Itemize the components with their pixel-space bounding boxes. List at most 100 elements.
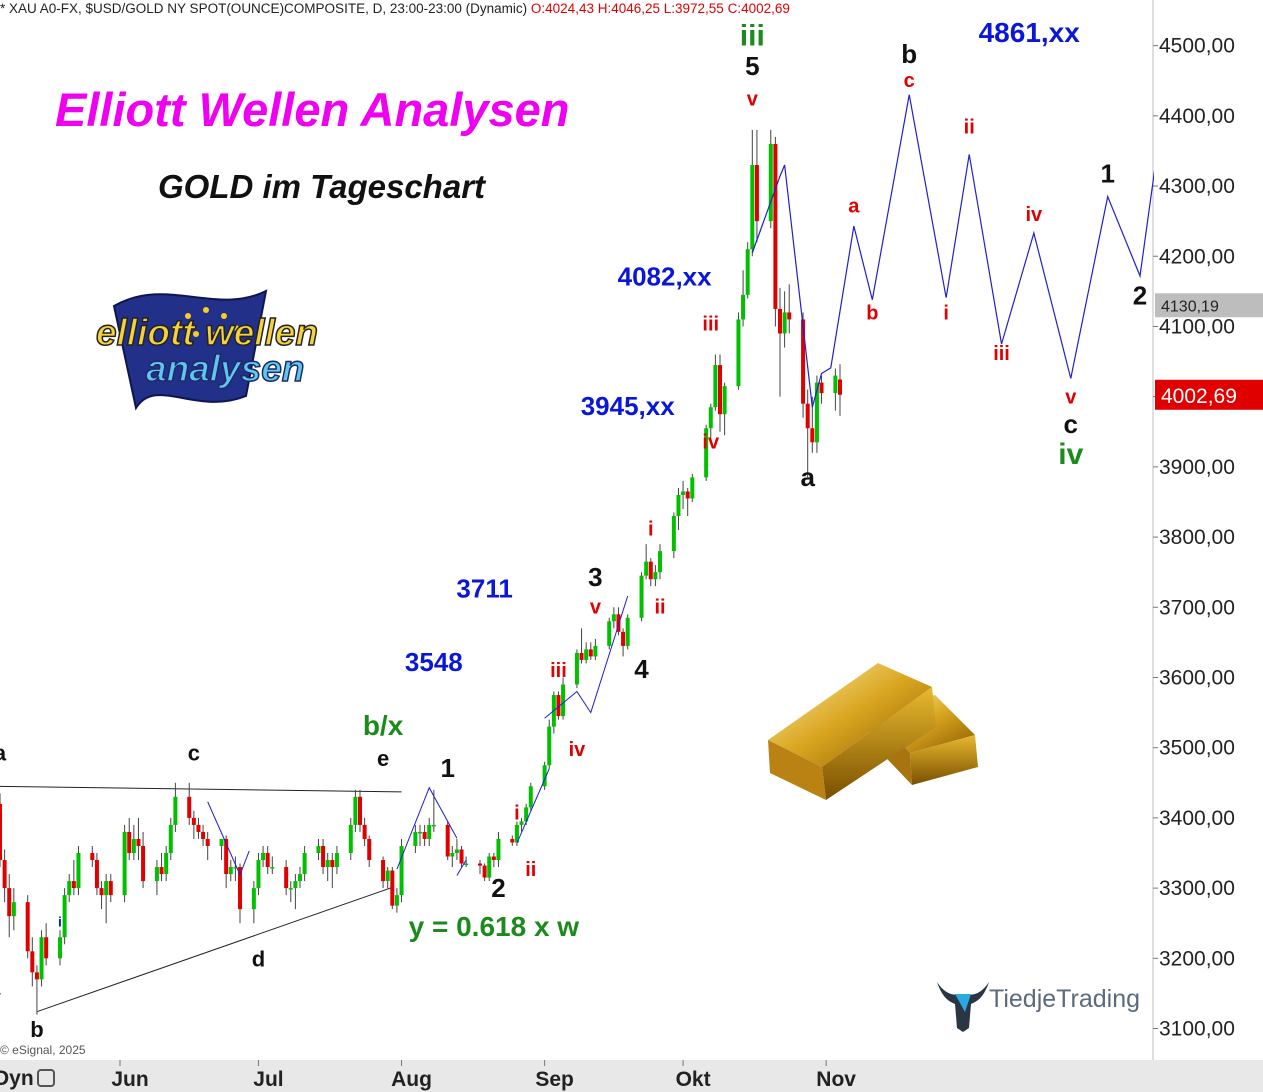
last-price-tag-red	[1155, 379, 1263, 410]
price-tick-label: 3200,00	[1159, 947, 1235, 970]
candle-body	[574, 652, 579, 685]
wave-label: ii	[525, 859, 536, 881]
wave-label: iv	[1026, 204, 1044, 226]
candle-body	[722, 386, 727, 415]
price-axis-band	[1154, 0, 1263, 1060]
candle-body	[385, 870, 390, 882]
wave-label: v	[747, 88, 759, 110]
candle-body	[745, 249, 750, 295]
wave-label: iv	[569, 739, 587, 761]
wave-label: a	[848, 196, 860, 218]
candle-body	[625, 617, 630, 646]
candle-body	[71, 881, 76, 889]
candle-body	[676, 494, 681, 517]
candle-body	[561, 684, 566, 717]
wave-label: 3945,xx	[581, 391, 676, 421]
last-price-tag-gray	[1155, 293, 1263, 318]
candle-body	[690, 477, 695, 499]
time-axis: Jun Jul Aug Sep Okt Nov Dyn	[0, 1060, 1263, 1092]
candle-body	[173, 796, 178, 825]
candle-body	[838, 379, 842, 395]
candle-body	[639, 575, 644, 618]
candle-body	[713, 365, 718, 408]
candle-body	[459, 849, 464, 864]
candle-body	[782, 312, 787, 334]
candle-body	[30, 951, 35, 973]
candlesticks	[0, 129, 842, 1015]
wave-line	[396, 786, 458, 870]
candle-body	[478, 863, 482, 866]
time-tick-label: Okt	[676, 1068, 711, 1091]
candle-body	[754, 164, 759, 222]
candle-body	[496, 838, 501, 861]
candle-body	[224, 838, 229, 875]
candle-body	[127, 831, 132, 853]
wave-label: c	[904, 70, 915, 92]
candle-body	[805, 403, 810, 429]
wave-label: iii	[740, 20, 765, 53]
wave-lines	[207, 595, 629, 877]
symbol-header: * XAU A0-FX, $USD/GOLD NY SPOT(OUNCE)COM…	[0, 1, 790, 16]
candle-body	[325, 860, 330, 868]
candle-body	[514, 824, 519, 843]
candle-body	[644, 561, 649, 576]
candle-body	[284, 867, 289, 889]
wave-label: 5	[745, 51, 759, 81]
candle-body	[228, 867, 233, 875]
candle-body	[159, 867, 164, 875]
candle-body	[122, 831, 127, 896]
price-tick-label: 4100,00	[1159, 315, 1235, 338]
candle-body	[653, 572, 658, 580]
candle-body	[187, 796, 192, 818]
candle-body	[491, 856, 496, 861]
wave-label: iii	[993, 343, 1010, 365]
candle-body	[445, 824, 450, 857]
candle-body	[607, 621, 612, 646]
candle-body	[39, 937, 44, 980]
candle-body	[25, 902, 30, 952]
candle-body	[671, 516, 676, 552]
candle-body	[524, 807, 529, 822]
candle-body	[11, 902, 16, 917]
wave-label: b/x	[363, 710, 404, 741]
candle-body	[616, 614, 621, 632]
candle-body	[773, 143, 778, 309]
candle-body	[0, 803, 2, 861]
tiedje-trading-logo: TiedjeTrading	[935, 968, 1140, 1036]
candle-body	[542, 765, 547, 787]
wave-label: e	[377, 746, 389, 771]
price-tick-label: 3800,00	[1159, 526, 1235, 549]
candle-body	[191, 817, 196, 825]
projection-path	[751, 0, 1215, 408]
watermark-text: TiedjeTrading	[989, 985, 1141, 1013]
candle-body	[418, 831, 422, 834]
candle-body	[330, 860, 335, 868]
candle-body	[238, 867, 242, 910]
candle-body	[293, 881, 298, 889]
candle-body	[381, 860, 386, 882]
wave-label: ii	[654, 597, 665, 619]
wave-label: d	[252, 947, 265, 972]
candle-body	[814, 382, 819, 443]
candle-body	[298, 874, 302, 882]
trend-line	[36, 886, 393, 1013]
wave-label: 4	[634, 654, 649, 684]
candle-body	[579, 652, 584, 660]
candle-body	[201, 831, 206, 839]
wave-label: iii	[702, 314, 719, 336]
candle-body	[450, 852, 455, 857]
candle-body	[104, 881, 109, 896]
time-tick-label: Jul	[253, 1068, 283, 1091]
price-tick-label: 3300,00	[1159, 877, 1235, 900]
wave-label: i	[58, 914, 62, 930]
wave-line	[544, 595, 629, 719]
price-tick-label: 4500,00	[1159, 35, 1235, 58]
elliott-wellen-logo: elliott wellen analysen	[95, 276, 354, 418]
candle-body	[681, 491, 686, 495]
candle-body	[7, 888, 12, 917]
candle-body	[741, 294, 746, 320]
candle-body	[302, 852, 307, 875]
eu-flag-icon	[112, 289, 268, 411]
